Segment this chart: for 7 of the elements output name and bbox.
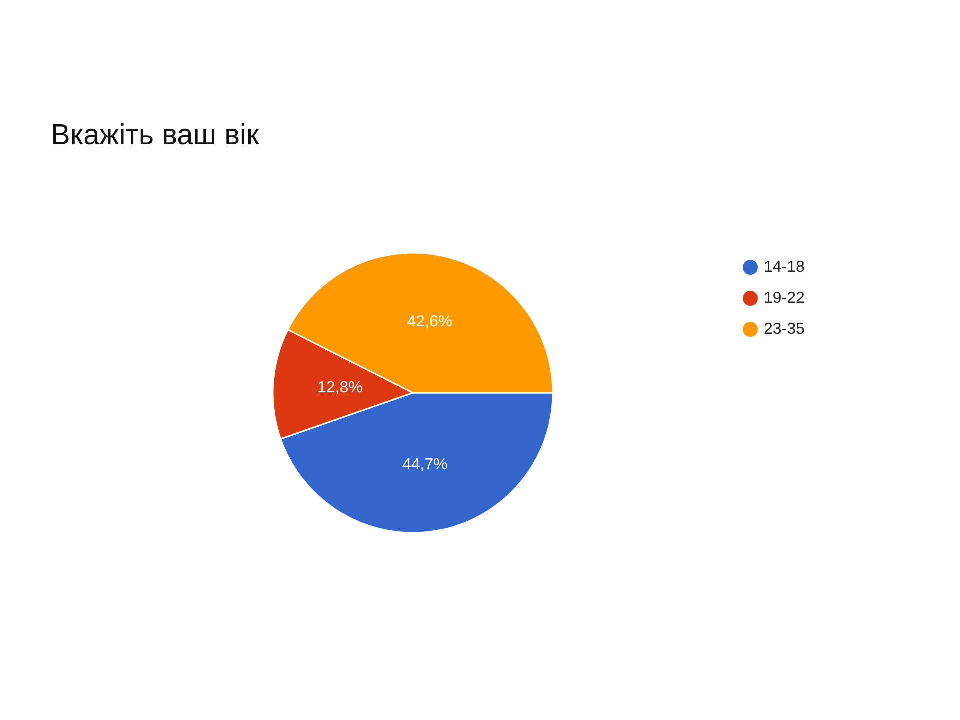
legend-label: 14-18 — [764, 259, 806, 276]
legend-label: 23-35 — [764, 321, 806, 338]
data-label: 12,8% — [317, 380, 363, 397]
data-label: 42,6% — [407, 313, 453, 330]
chart-title: Вкажіть ваш вік — [51, 120, 260, 152]
legend-label: 19-22 — [764, 290, 806, 307]
data-label: 44,7% — [402, 456, 448, 474]
